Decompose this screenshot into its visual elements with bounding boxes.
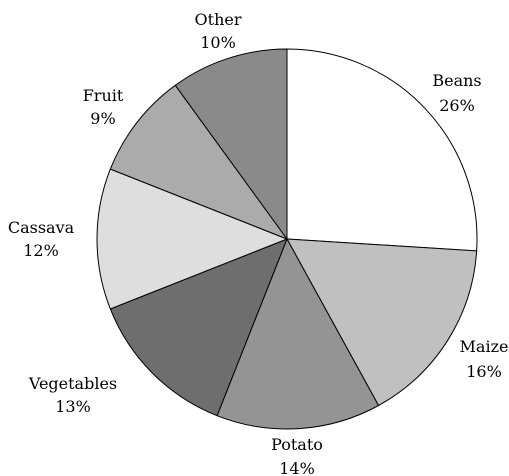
- pie-slice-other: [174, 48, 288, 241]
- slice-label-cassava: Cassava: [8, 218, 75, 237]
- slice-label-vegetables: Vegetables: [28, 374, 117, 393]
- pie-slice-maize: [286, 238, 478, 407]
- slice-value-label-fruit: 9%: [90, 109, 115, 128]
- pie-slice-potato: [216, 237, 380, 430]
- slice-value-label-maize: 16%: [466, 362, 502, 381]
- pie-slice-vegetables: [109, 238, 288, 417]
- pie-slice-cassava: [96, 168, 289, 310]
- slice-value-label-cassava: 12%: [23, 241, 59, 260]
- pie-slice-beans: [286, 48, 478, 252]
- slice-label-fruit: Fruit: [83, 86, 124, 105]
- slice-value-label-potato: 14%: [279, 459, 315, 476]
- slice-label-beans: Beans: [432, 71, 481, 90]
- pie-slice-fruit: [109, 84, 289, 241]
- pie-slices: [96, 48, 478, 430]
- slice-value-label-other: 10%: [200, 33, 236, 52]
- slice-label-potato: Potato: [271, 435, 323, 454]
- slice-label-other: Other: [195, 10, 242, 29]
- slice-label-maize: Maize: [460, 337, 509, 356]
- slice-value-label-vegetables: 13%: [55, 397, 91, 416]
- slice-value-label-beans: 26%: [439, 96, 475, 115]
- pie-labels: Beans 26% Maize 16% Potato 14% Vegetables 13% Ca…: [8, 10, 509, 476]
